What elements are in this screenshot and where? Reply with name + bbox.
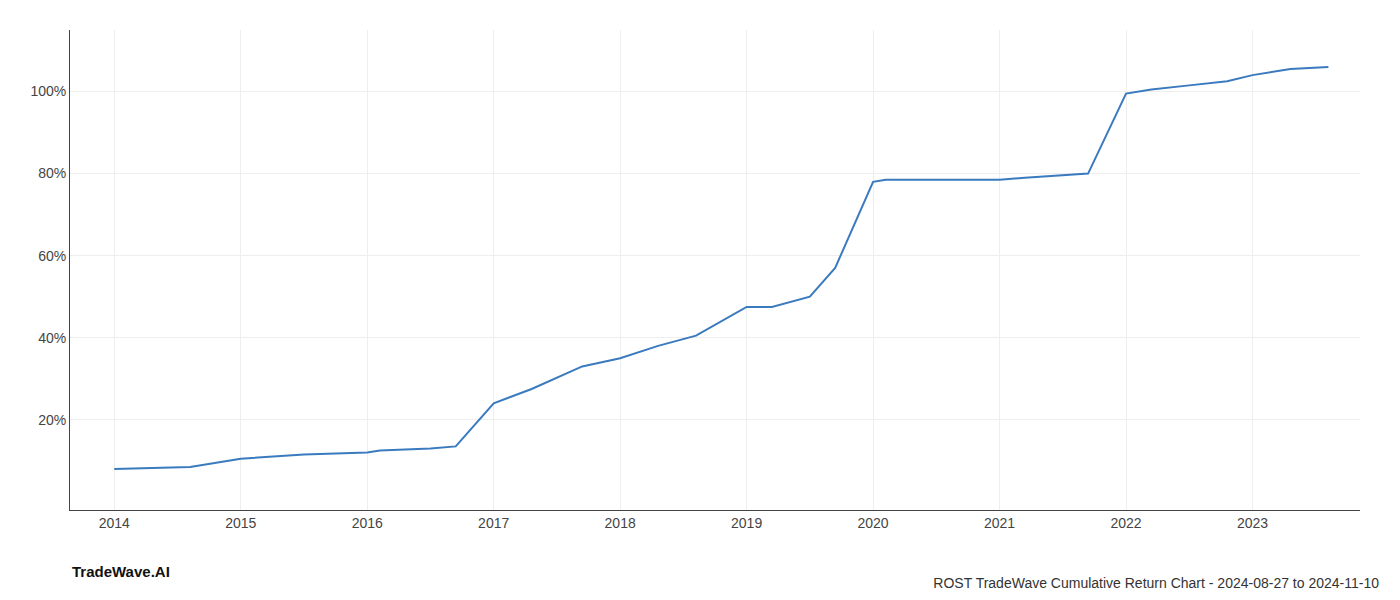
svg-text:2014: 2014	[99, 515, 130, 531]
svg-text:80%: 80%	[38, 165, 66, 181]
svg-text:2015: 2015	[225, 515, 256, 531]
svg-text:ROST TradeWave Cumulative Retu: ROST TradeWave Cumulative Return Chart -…	[933, 575, 1379, 591]
svg-text:2016: 2016	[352, 515, 383, 531]
svg-text:TradeWave.AI: TradeWave.AI	[72, 563, 170, 580]
svg-text:100%: 100%	[30, 83, 66, 99]
svg-text:60%: 60%	[38, 248, 66, 264]
svg-text:2019: 2019	[731, 515, 762, 531]
svg-text:2022: 2022	[1110, 515, 1141, 531]
svg-text:2021: 2021	[984, 515, 1015, 531]
svg-text:40%: 40%	[38, 330, 66, 346]
svg-text:2023: 2023	[1237, 515, 1268, 531]
svg-text:2018: 2018	[605, 515, 636, 531]
svg-text:2020: 2020	[858, 515, 889, 531]
svg-text:20%: 20%	[38, 412, 66, 428]
svg-text:2017: 2017	[478, 515, 509, 531]
